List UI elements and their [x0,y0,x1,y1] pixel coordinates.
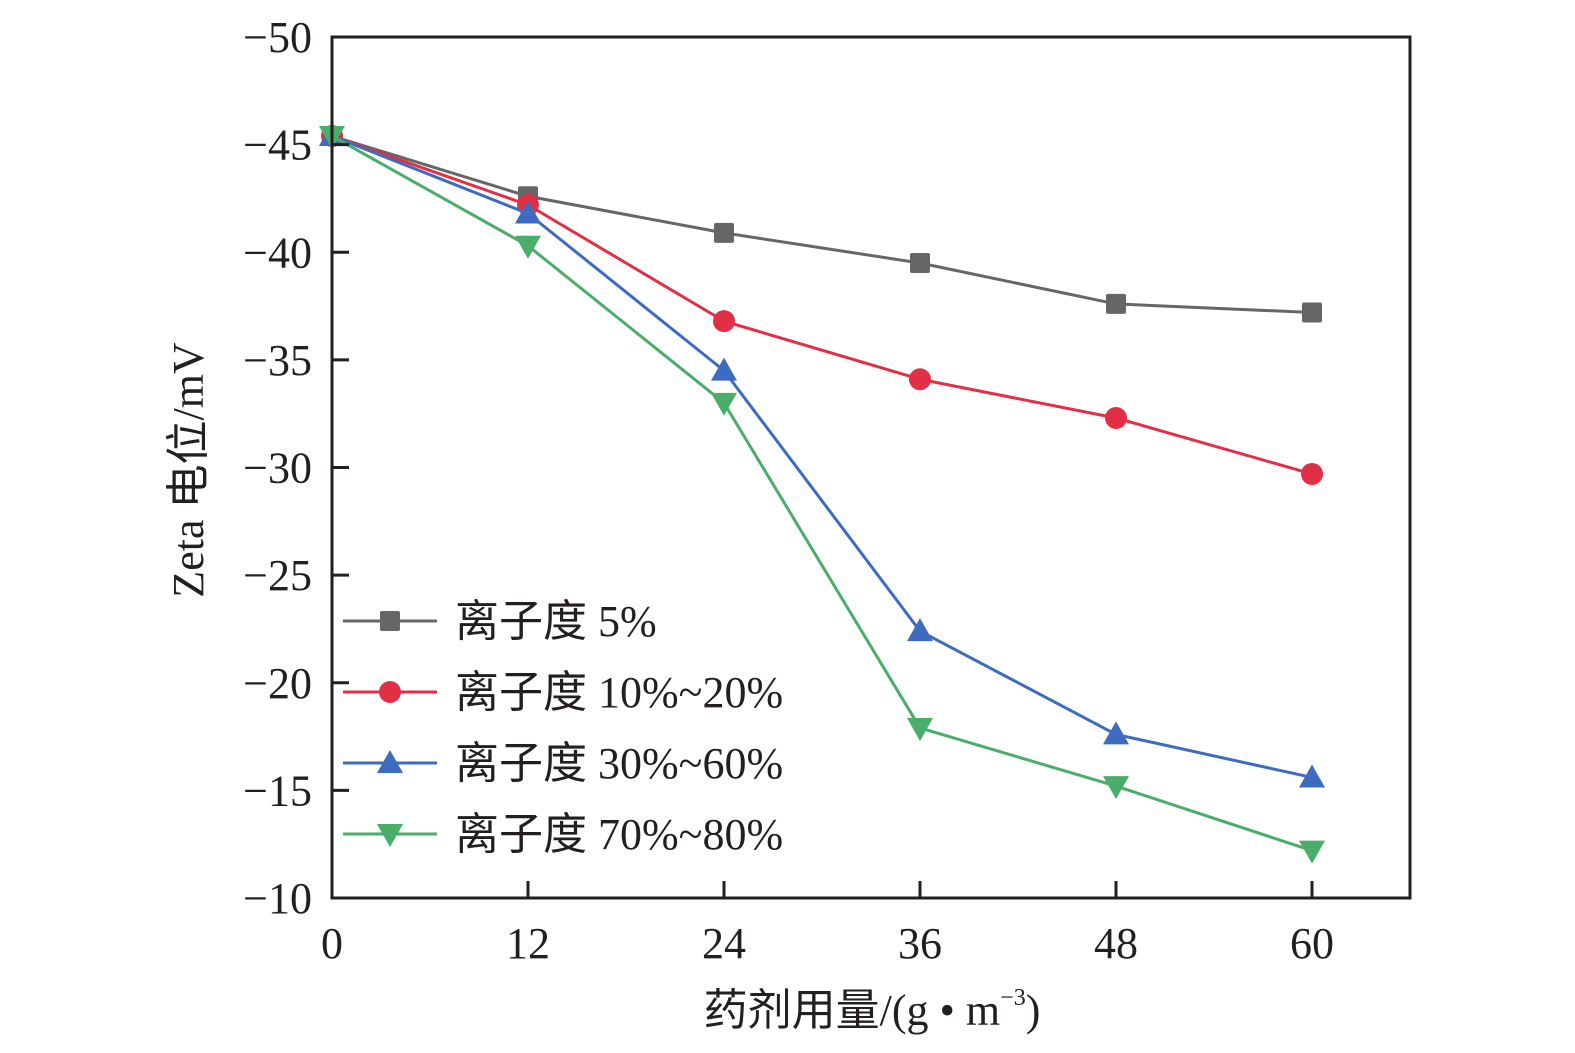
legend-marker-triangle-down [377,824,403,847]
data-point-triangle-up [515,200,541,224]
series-line [331,134,1313,315]
legend-marker-circle [379,681,401,703]
data-point-square [1302,302,1322,323]
y-tick-label: −25 [243,551,312,600]
x-tick-label: 0 [321,919,343,968]
x-axis-title-close: ) [1026,986,1041,1035]
data-point-triangle-up [1103,721,1129,745]
legend-item: 离子度 5% [343,597,657,646]
legend-item: 离子度 70%~80% [343,810,783,859]
series-line [331,134,1313,779]
series-line [331,134,1313,476]
legend-label: 离子度 70%~80% [455,810,783,859]
data-point-triangle-up [711,357,737,381]
data-point-square [910,253,930,274]
y-tick-label: −40 [243,228,312,277]
x-axis-title-sup: −3 [1000,985,1026,1011]
x-axis-title-main: 药剂用量/(g • m [704,986,1001,1035]
y-tick-label: −15 [243,766,312,815]
x-tick-label: 24 [702,919,746,968]
y-tick-label: −30 [243,444,312,493]
x-tick-label: 36 [898,919,942,968]
data-point-triangle-down [1103,776,1129,800]
data-point-circle [713,310,735,333]
x-axis: 0 12 24 36 48 60 [321,881,1334,968]
legend-marker-triangle-up [377,750,403,773]
legend: 离子度 5% 离子度 10%~20% 离子度 30%~60% 离子度 70%~80% [343,597,783,859]
y-axis-title: Zeta 电位/mV [164,342,213,598]
x-tick-label: 12 [506,919,550,968]
data-point-square [1106,293,1126,314]
y-tick-label: −50 [243,13,312,62]
x-tick-label: 48 [1094,919,1138,968]
data-point-circle [1301,462,1323,485]
data-point-triangle-down [515,235,541,259]
data-point-triangle-down [711,392,737,416]
y-tick-label: −20 [243,659,312,708]
legend-marker-square [380,611,400,631]
y-tick-label: −35 [243,336,312,385]
data-point-circle [909,368,931,391]
data-point-triangle-up [907,618,933,642]
x-axis-title: 药剂用量/(g • m−3) [704,985,1041,1035]
y-tick-label: −45 [243,121,312,170]
legend-label: 离子度 5% [455,597,657,646]
x-tick-label: 60 [1290,919,1334,968]
legend-item: 离子度 10%~20% [343,668,783,717]
series-layer [319,123,1325,864]
legend-item: 离子度 30%~60% [343,739,783,788]
data-point-circle [1105,406,1127,429]
legend-label: 离子度 30%~60% [455,739,783,788]
data-point-square [714,222,734,243]
y-axis: −50 −45 −40 −35 −30 −25 −20 −15 −10 [243,13,349,923]
data-point-triangle-down [907,717,933,741]
legend-label: 离子度 10%~20% [455,668,783,717]
data-point-triangle-down [1299,840,1325,864]
series-line [331,134,1313,853]
data-point-triangle-up [1299,764,1325,788]
series-1 [322,126,1322,323]
y-tick-label: −10 [243,874,312,923]
